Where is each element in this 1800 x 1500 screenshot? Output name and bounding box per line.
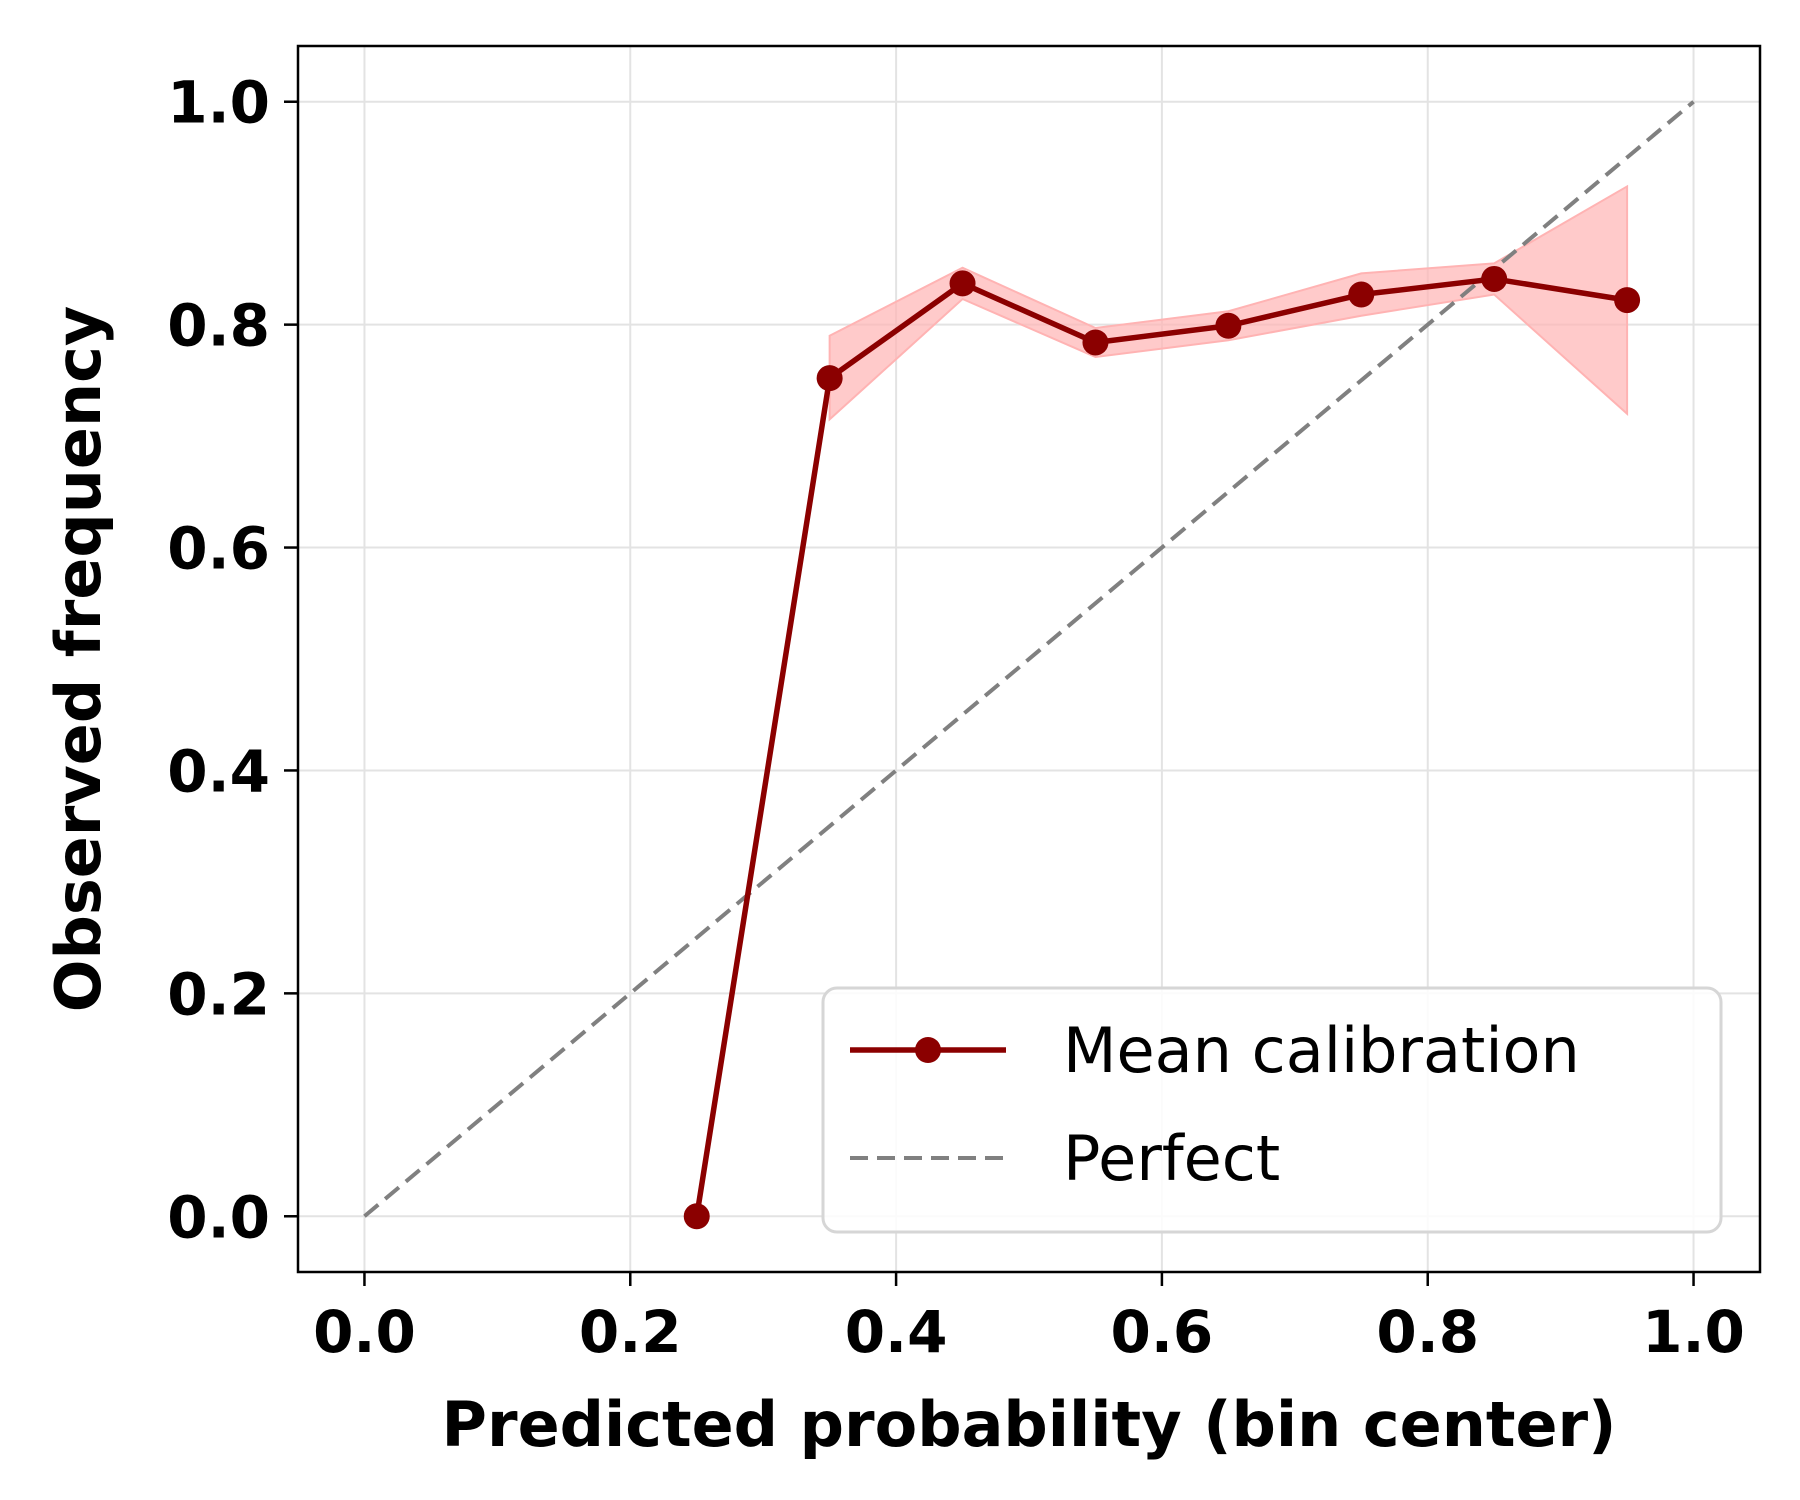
mean-calibration-point xyxy=(1082,329,1109,356)
plot-frame xyxy=(296,44,1762,1274)
x-tick-label: 0.4 xyxy=(845,1298,948,1366)
confidence-band-layer xyxy=(828,184,1629,422)
y-tick-label: 0.6 xyxy=(167,515,270,583)
legend-mean-marker xyxy=(915,1037,941,1063)
x-axis-label: Predicted probability (bin center) xyxy=(442,1388,1617,1461)
x-tick-label: 0.2 xyxy=(579,1298,682,1366)
series-layer xyxy=(363,100,1695,1230)
mean-calibration-point xyxy=(1481,265,1508,292)
y-tick-label: 0.0 xyxy=(167,1183,270,1251)
mean-calibration-point xyxy=(1614,287,1641,314)
confidence-band xyxy=(828,184,1629,422)
x-tick-label: 1.0 xyxy=(1642,1298,1745,1366)
y-tick-label: 0.4 xyxy=(167,737,270,805)
mean-calibration-point xyxy=(683,1203,710,1230)
mean-calibration-point xyxy=(949,270,976,297)
legend-mean-label: Mean calibration xyxy=(1063,1014,1580,1087)
mean-calibration-point xyxy=(816,365,843,392)
legend: Mean calibration Perfect xyxy=(821,986,1723,1234)
legend-box xyxy=(821,986,1723,1234)
perfect-calibration-line xyxy=(363,100,1695,1218)
mean-calibration-line xyxy=(694,276,1628,1217)
x-tick-label: 0.8 xyxy=(1376,1298,1479,1366)
mean-calibration-point xyxy=(1215,312,1242,339)
y-tick-label: 0.8 xyxy=(167,292,270,360)
x-tick-label: 0.6 xyxy=(1111,1298,1214,1366)
y-tick-label: 1.0 xyxy=(167,69,270,137)
y-axis-label: Observed frequency xyxy=(42,306,115,1013)
x-tick-label: 0.0 xyxy=(313,1298,416,1366)
mean-calibration-point xyxy=(1348,281,1375,308)
legend-perfect-label: Perfect xyxy=(1063,1122,1280,1195)
y-tick-label: 0.2 xyxy=(167,960,270,1028)
ticks: 0.0 0.2 0.4 0.6 0.8 1.0 0.0 0.2 0.4 0.6 0.8 1.0 xyxy=(167,69,1745,1366)
